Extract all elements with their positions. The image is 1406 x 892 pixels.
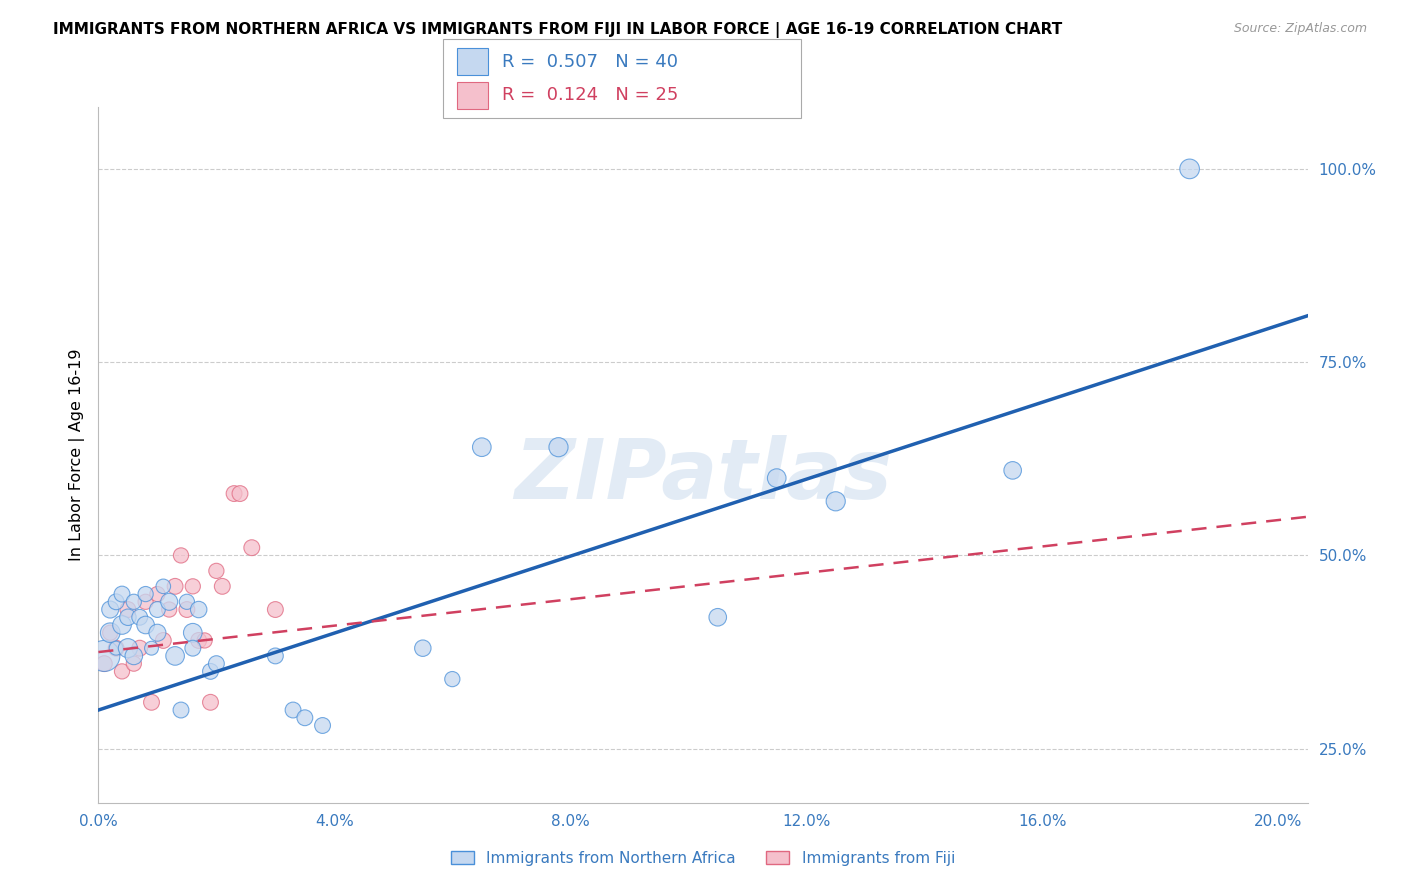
Point — [200, 665, 222, 679]
Point — [135, 587, 157, 601]
Point — [117, 641, 139, 656]
Point — [117, 602, 139, 616]
Point — [165, 648, 187, 663]
Point — [181, 579, 204, 593]
Point — [240, 541, 263, 555]
Point — [824, 494, 846, 508]
Point — [146, 625, 169, 640]
Y-axis label: In Labor Force | Age 16-19: In Labor Force | Age 16-19 — [69, 349, 84, 561]
Point — [111, 587, 134, 601]
Point — [105, 641, 128, 656]
Point — [128, 610, 150, 624]
Point — [135, 595, 157, 609]
Point — [105, 641, 128, 656]
Point — [157, 602, 180, 616]
Point — [187, 602, 209, 616]
Point — [706, 610, 728, 624]
Text: R =  0.124   N = 25: R = 0.124 N = 25 — [502, 87, 678, 104]
Point — [165, 579, 187, 593]
Point — [229, 486, 252, 500]
Point — [264, 602, 287, 616]
Point — [157, 595, 180, 609]
Point — [170, 549, 193, 563]
Point — [412, 641, 434, 656]
Point — [122, 657, 145, 671]
Point — [93, 657, 115, 671]
Point — [93, 648, 115, 663]
Point — [205, 564, 228, 578]
Point — [471, 440, 494, 454]
Point — [146, 602, 169, 616]
Point — [264, 648, 287, 663]
Text: IMMIGRANTS FROM NORTHERN AFRICA VS IMMIGRANTS FROM FIJI IN LABOR FORCE | AGE 16-: IMMIGRANTS FROM NORTHERN AFRICA VS IMMIG… — [53, 22, 1063, 38]
Point — [117, 610, 139, 624]
Point — [111, 618, 134, 632]
Text: Source: ZipAtlas.com: Source: ZipAtlas.com — [1233, 22, 1367, 36]
Point — [135, 618, 157, 632]
Point — [146, 587, 169, 601]
Point — [187, 633, 209, 648]
Point — [176, 602, 198, 616]
Point — [205, 657, 228, 671]
Point — [128, 641, 150, 656]
Point — [181, 641, 204, 656]
Point — [211, 579, 233, 593]
Text: ZIPatlas: ZIPatlas — [515, 435, 891, 516]
Point — [105, 595, 128, 609]
Point — [311, 718, 333, 732]
Point — [294, 711, 316, 725]
Point — [111, 665, 134, 679]
Legend: Immigrants from Northern Africa, Immigrants from Fiji: Immigrants from Northern Africa, Immigra… — [444, 845, 962, 871]
Point — [222, 486, 245, 500]
Point — [122, 595, 145, 609]
Point — [141, 695, 163, 709]
Point — [194, 633, 217, 648]
Point — [152, 633, 174, 648]
Point — [181, 625, 204, 640]
Point — [281, 703, 304, 717]
Point — [765, 471, 787, 485]
Point — [441, 672, 464, 686]
Point — [141, 641, 163, 656]
Point — [547, 440, 569, 454]
Point — [176, 595, 198, 609]
Point — [98, 625, 121, 640]
Point — [98, 602, 121, 616]
Point — [170, 703, 193, 717]
Point — [1001, 463, 1024, 477]
Text: R =  0.507   N = 40: R = 0.507 N = 40 — [502, 53, 678, 70]
Point — [98, 625, 121, 640]
Point — [1178, 161, 1201, 176]
Point — [200, 695, 222, 709]
Point — [122, 648, 145, 663]
Point — [152, 579, 174, 593]
